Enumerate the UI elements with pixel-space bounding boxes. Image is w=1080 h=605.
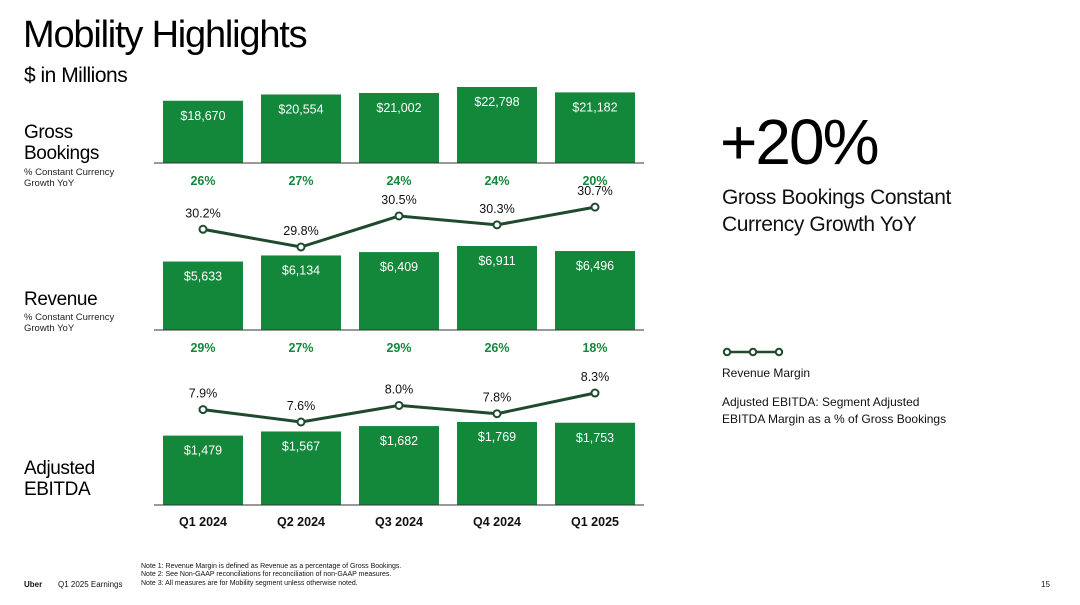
footnote: Note 2: See Non-GAAP reconciliations for…	[141, 571, 392, 579]
x-axis-tick: Q3 2024	[375, 515, 423, 529]
revenue-margin-point	[492, 220, 502, 230]
revenue-growth-label: 18%	[582, 341, 607, 355]
revenue-bar	[457, 246, 537, 330]
revenue-bar-value: $6,496	[576, 259, 614, 273]
gross-bookings-bar	[359, 92, 439, 163]
revenue-margin-label: 30.2%	[185, 206, 220, 220]
gross-bookings-bar	[457, 87, 537, 163]
x-axis-tick: Q1 2024	[179, 515, 227, 529]
page-number: 15	[1041, 580, 1050, 589]
row-label-revenue: Revenue	[24, 289, 98, 310]
gross-bookings-bar-value: $22,798	[474, 95, 519, 109]
revenue-margin-point	[590, 202, 600, 212]
row-sublabel-gross-bookings: % Constant Currency Growth YoY	[24, 167, 115, 189]
revenue-growth-label: 26%	[484, 341, 509, 355]
row-label-adjusted-ebitda: Adjusted EBITDA	[24, 458, 95, 500]
gross-bookings-bar-value: $21,182	[572, 100, 617, 114]
footnote: Note 1: Revenue Margin is defined as Rev…	[141, 563, 402, 570]
gross-bookings-growth-label: 27%	[288, 174, 313, 188]
revenue-margin-label: 30.3%	[479, 202, 514, 216]
revenue-bar	[359, 252, 439, 330]
legend: Revenue Margin Adjusted EBITDA: Segment …	[722, 344, 982, 428]
gross-bookings-growth-label: 24%	[484, 174, 509, 188]
ebitda-margin-label: 8.3%	[581, 370, 610, 384]
revenue-margin-label: 30.5%	[381, 193, 416, 207]
gross-bookings-bar	[261, 94, 341, 163]
x-axis-tick: Q2 2024	[277, 515, 325, 529]
ebitda-margin-point	[394, 400, 404, 410]
revenue-bar-value: $6,409	[380, 260, 418, 274]
x-axis-tick: Q4 2024	[473, 515, 521, 529]
row-label-gross-bookings: Gross Bookings	[24, 122, 99, 164]
gross-bookings-bar-value: $20,554	[278, 102, 323, 116]
adjusted-ebitda-bar	[163, 435, 243, 505]
adjusted-ebitda-bar-value: $1,769	[478, 430, 516, 444]
page-title: Mobility Highlights	[23, 14, 308, 56]
adjusted-ebitda-bar	[359, 426, 439, 505]
gross-bookings-growth-label: 26%	[190, 174, 215, 188]
revenue-bar	[555, 251, 635, 330]
gross-bookings-bar-value: $21,002	[376, 101, 421, 115]
adjusted-ebitda-bar	[261, 431, 341, 505]
revenue-bar-value: $6,911	[478, 254, 515, 268]
revenue-margin-point	[394, 211, 404, 221]
ebitda-margin-point	[296, 417, 306, 427]
highlight-caption: Gross Bookings Constant Currency Growth …	[722, 186, 951, 236]
gross-bookings-growth-label: 24%	[386, 174, 411, 188]
ebitda-margin-label: 7.6%	[287, 399, 316, 413]
ebitda-margin-label: 7.8%	[483, 391, 512, 405]
legend-ebitda-note: Adjusted EBITDA: Segment Adjusted EBITDA…	[722, 395, 947, 426]
row-sublabel-revenue: % Constant Currency Growth YoY	[24, 312, 115, 334]
ebitda-margin-point	[590, 388, 600, 398]
highlight-value: +20%	[720, 106, 879, 178]
gross-bookings-bar	[163, 100, 243, 163]
adjusted-ebitda-bar-value: $1,567	[282, 439, 320, 453]
revenue-bar-value: $5,633	[184, 270, 222, 284]
legend-line-label: Revenue Margin	[722, 366, 811, 380]
adjusted-ebitda-bar	[555, 422, 635, 505]
footer-deck-title: Q1 2025 Earnings	[58, 580, 123, 589]
adjusted-ebitda-bar-value: $1,682	[380, 434, 418, 448]
revenue-bar-value: $6,134	[282, 263, 320, 277]
adjusted-ebitda-bar	[457, 422, 537, 505]
revenue-margin-label: 29.8%	[283, 224, 318, 238]
adjusted-ebitda-bar-value: $1,479	[184, 444, 222, 458]
gross-bookings-bar-value: $18,670	[180, 109, 225, 123]
revenue-growth-label: 27%	[288, 341, 313, 355]
line-marker-legend-icon	[722, 347, 784, 357]
revenue-growth-label: 29%	[386, 341, 411, 355]
revenue-margin-label: 30.7%	[577, 184, 612, 198]
x-axis-tick: Q1 2025	[571, 515, 619, 529]
revenue-margin-point	[198, 224, 208, 234]
ebitda-margin-label: 7.9%	[189, 387, 218, 401]
revenue-bar	[163, 261, 243, 330]
revenue-growth-label: 29%	[190, 341, 215, 355]
footnotes: Note 1: Revenue Margin is defined as Rev…	[141, 563, 401, 588]
ebitda-margin-label: 8.0%	[385, 382, 414, 396]
adjusted-ebitda-bar-value: $1,753	[576, 431, 614, 445]
ebitda-margin-point	[198, 405, 208, 415]
footer-brand: Uber	[24, 580, 43, 589]
page-subtitle: $ in Millions	[24, 64, 128, 87]
revenue-bar	[261, 255, 341, 330]
gross-bookings-growth-label: 20%	[582, 174, 607, 188]
footnote: Note 3: All measures are for Mobility se…	[141, 579, 358, 587]
ebitda-margin-point	[492, 409, 502, 419]
revenue-margin-point	[296, 242, 306, 252]
gross-bookings-bar	[555, 92, 635, 163]
